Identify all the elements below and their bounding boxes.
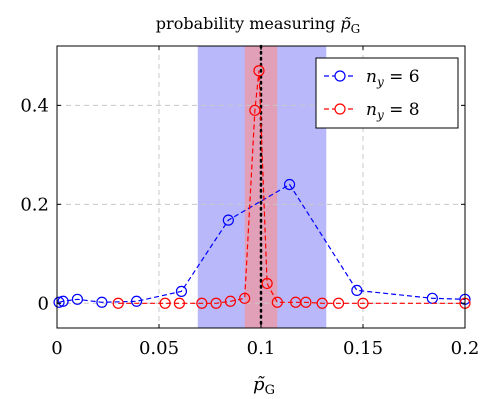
x-tick-label-3: 0.1 [247, 338, 276, 359]
series-2-point-1 [112, 297, 124, 309]
legend: ny = 6 ny = 8 [315, 57, 459, 129]
series-2-point-16 [357, 297, 369, 309]
series-2-point-3 [173, 297, 185, 309]
series-2-point-10 [261, 277, 273, 290]
y-tick-label-3: 0.4 [20, 95, 49, 116]
series-2-point-15 [332, 297, 345, 309]
x-tick-label-5: 0.2 [451, 338, 480, 359]
series-2-point-4 [196, 297, 208, 309]
series-1-point-8 [283, 178, 296, 191]
legend-label-2: ny = 8 [366, 100, 420, 122]
chart-title: probability measuring p̃G [156, 14, 360, 36]
series-2-point-11 [271, 296, 283, 308]
series-1-point-9 [351, 284, 363, 296]
series-2-point-7 [239, 292, 251, 304]
series-2-point-13 [300, 296, 312, 308]
x-tick-label-4: 0.15 [343, 338, 383, 359]
legend-entry-1: ny = 6 [324, 67, 420, 89]
x-tick-label-1: 0 [51, 338, 62, 359]
series-1-point-2 [57, 295, 69, 307]
series-1-point-4 [96, 296, 108, 308]
legend-marker-1 [334, 70, 346, 82]
series-2-point-5 [210, 297, 222, 309]
tick-marks [56, 46, 466, 328]
series-1-point-5 [130, 295, 143, 307]
x-tick-label-2: 0.05 [139, 338, 179, 359]
series-2-point-14 [316, 297, 328, 309]
series-group [53, 65, 471, 309]
legend-box [315, 57, 459, 129]
legend-label-1: ny = 6 [366, 67, 420, 89]
series-2 [112, 65, 471, 309]
series-2-point-6 [224, 295, 236, 307]
series-2-line [118, 70, 465, 304]
series-2-point-9 [253, 65, 265, 77]
y-tick-label-1: 0 [38, 293, 49, 314]
series-1-point-1 [53, 296, 65, 308]
series-1-point-3 [71, 293, 84, 305]
series-2-point-2 [159, 297, 171, 309]
series-2-point-8 [249, 104, 261, 116]
series-1-line [58, 183, 466, 303]
series-1-point-7 [222, 214, 234, 226]
y-tick-label-2: 0.2 [20, 194, 49, 215]
tick-labels: 0 0.05 0.1 0.15 0.2 0 0.2 0.4 [20, 95, 479, 359]
x-axis-label: p̃G [253, 374, 275, 398]
legend-entry-2: ny = 8 [324, 100, 420, 122]
series-1-point-6 [175, 285, 188, 297]
legend-marker-2 [334, 103, 346, 115]
